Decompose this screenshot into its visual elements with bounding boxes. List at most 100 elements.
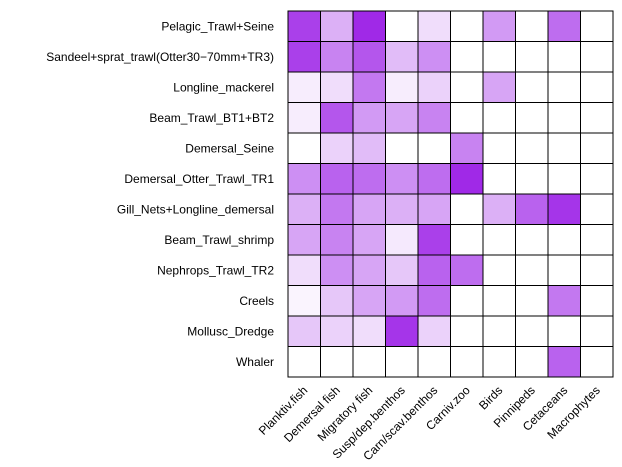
heatmap-cell	[547, 132, 581, 164]
heatmap-cell	[515, 346, 549, 378]
heatmap-cell	[482, 254, 516, 286]
heatmap-cell	[385, 224, 419, 256]
heatmap-cell	[352, 224, 386, 256]
heatmap-cell	[515, 132, 549, 164]
heatmap-cell	[547, 254, 581, 286]
heatmap-cell	[320, 10, 354, 42]
row-label: Beam_Trawl_shrimp	[164, 233, 274, 247]
heatmap-cell	[482, 163, 516, 195]
heatmap-cell	[580, 71, 614, 103]
heatmap-cell	[580, 132, 614, 164]
heatmap-cell	[580, 285, 614, 317]
heatmap-cell	[417, 285, 451, 317]
heatmap-cell	[482, 132, 516, 164]
heatmap-cell	[580, 102, 614, 134]
row-label: Demersal_Otter_Trawl_TR1	[124, 172, 274, 186]
heatmap-cell	[385, 254, 419, 286]
heatmap-cell	[352, 315, 386, 347]
heatmap-cell	[385, 285, 419, 317]
heatmap-cell	[580, 346, 614, 378]
row-label: Pelagic_Trawl+Seine	[161, 19, 274, 33]
heatmap-cell	[352, 254, 386, 286]
heatmap-cell	[352, 71, 386, 103]
heatmap-cell	[482, 71, 516, 103]
heatmap-cell	[580, 163, 614, 195]
heatmap-cell	[417, 71, 451, 103]
heatmap-cell	[352, 41, 386, 73]
heatmap-cell	[417, 315, 451, 347]
heatmap-cell	[482, 346, 516, 378]
heatmap-cell	[385, 102, 419, 134]
heatmap-cell	[287, 71, 321, 103]
heatmap-cell	[287, 224, 321, 256]
heatmap-cell	[580, 193, 614, 225]
heatmap-cell	[320, 102, 354, 134]
heatmap-cell	[320, 193, 354, 225]
row-label: Longline_mackerel	[173, 80, 274, 94]
heatmap-cell	[515, 224, 549, 256]
heatmap-cell	[352, 102, 386, 134]
heatmap-cell	[450, 315, 484, 347]
heatmap-cell	[482, 10, 516, 42]
heatmap-cell	[515, 254, 549, 286]
heatmap-cell	[417, 132, 451, 164]
heatmap-cell	[352, 10, 386, 42]
heatmap-cell	[450, 346, 484, 378]
heatmap-cell	[352, 346, 386, 378]
heatmap-cell	[482, 41, 516, 73]
heatmap-cell	[450, 193, 484, 225]
heatmap-cell	[320, 132, 354, 164]
row-label: Beam_Trawl_BT1+BT2	[149, 111, 274, 125]
heatmap-cell	[417, 163, 451, 195]
heatmap-cell	[417, 346, 451, 378]
heatmap-cell	[450, 102, 484, 134]
row-label: Demersal_Seine	[185, 141, 274, 155]
heatmap-cell	[320, 41, 354, 73]
heatmap-cell	[515, 163, 549, 195]
heatmap-cell	[515, 315, 549, 347]
heatmap-cell	[417, 102, 451, 134]
heatmap-cell	[287, 346, 321, 378]
heatmap-cell	[547, 41, 581, 73]
heatmap-cells	[287, 10, 614, 378]
heatmap-cell	[320, 224, 354, 256]
heatmap-cell	[287, 10, 321, 42]
heatmap-cell	[320, 315, 354, 347]
heatmap-cell	[515, 102, 549, 134]
heatmap-cell	[417, 10, 451, 42]
heatmap-cell	[287, 41, 321, 73]
heatmap-cell	[482, 193, 516, 225]
heatmap-cell	[287, 254, 321, 286]
heatmap-cell	[287, 315, 321, 347]
heatmap-cell	[385, 71, 419, 103]
heatmap-cell	[287, 193, 321, 225]
row-label: Gill_Nets+Longline_demersal	[117, 202, 274, 216]
heatmap-cell	[320, 285, 354, 317]
heatmap-cell	[385, 10, 419, 42]
heatmap-cell	[547, 71, 581, 103]
heatmap-cell	[450, 132, 484, 164]
heatmap-cell	[515, 285, 549, 317]
heatmap-cell	[320, 346, 354, 378]
heatmap-cell	[385, 193, 419, 225]
heatmap-cell	[385, 163, 419, 195]
heatmap-cell	[385, 315, 419, 347]
heatmap-cell	[352, 285, 386, 317]
heatmap-cell	[320, 71, 354, 103]
heatmap-cell	[515, 41, 549, 73]
heatmap-cell	[482, 224, 516, 256]
heatmap-cell	[580, 10, 614, 42]
heatmap-cell	[352, 163, 386, 195]
heatmap-cell	[450, 163, 484, 195]
heatmap-cell	[417, 193, 451, 225]
heatmap-cell	[547, 10, 581, 42]
heatmap-cell	[547, 102, 581, 134]
heatmap-cell	[547, 163, 581, 195]
heatmap-cell	[417, 41, 451, 73]
heatmap-cell	[287, 102, 321, 134]
heatmap-cell	[320, 163, 354, 195]
heatmap-cell	[450, 254, 484, 286]
heatmap-cell	[580, 224, 614, 256]
